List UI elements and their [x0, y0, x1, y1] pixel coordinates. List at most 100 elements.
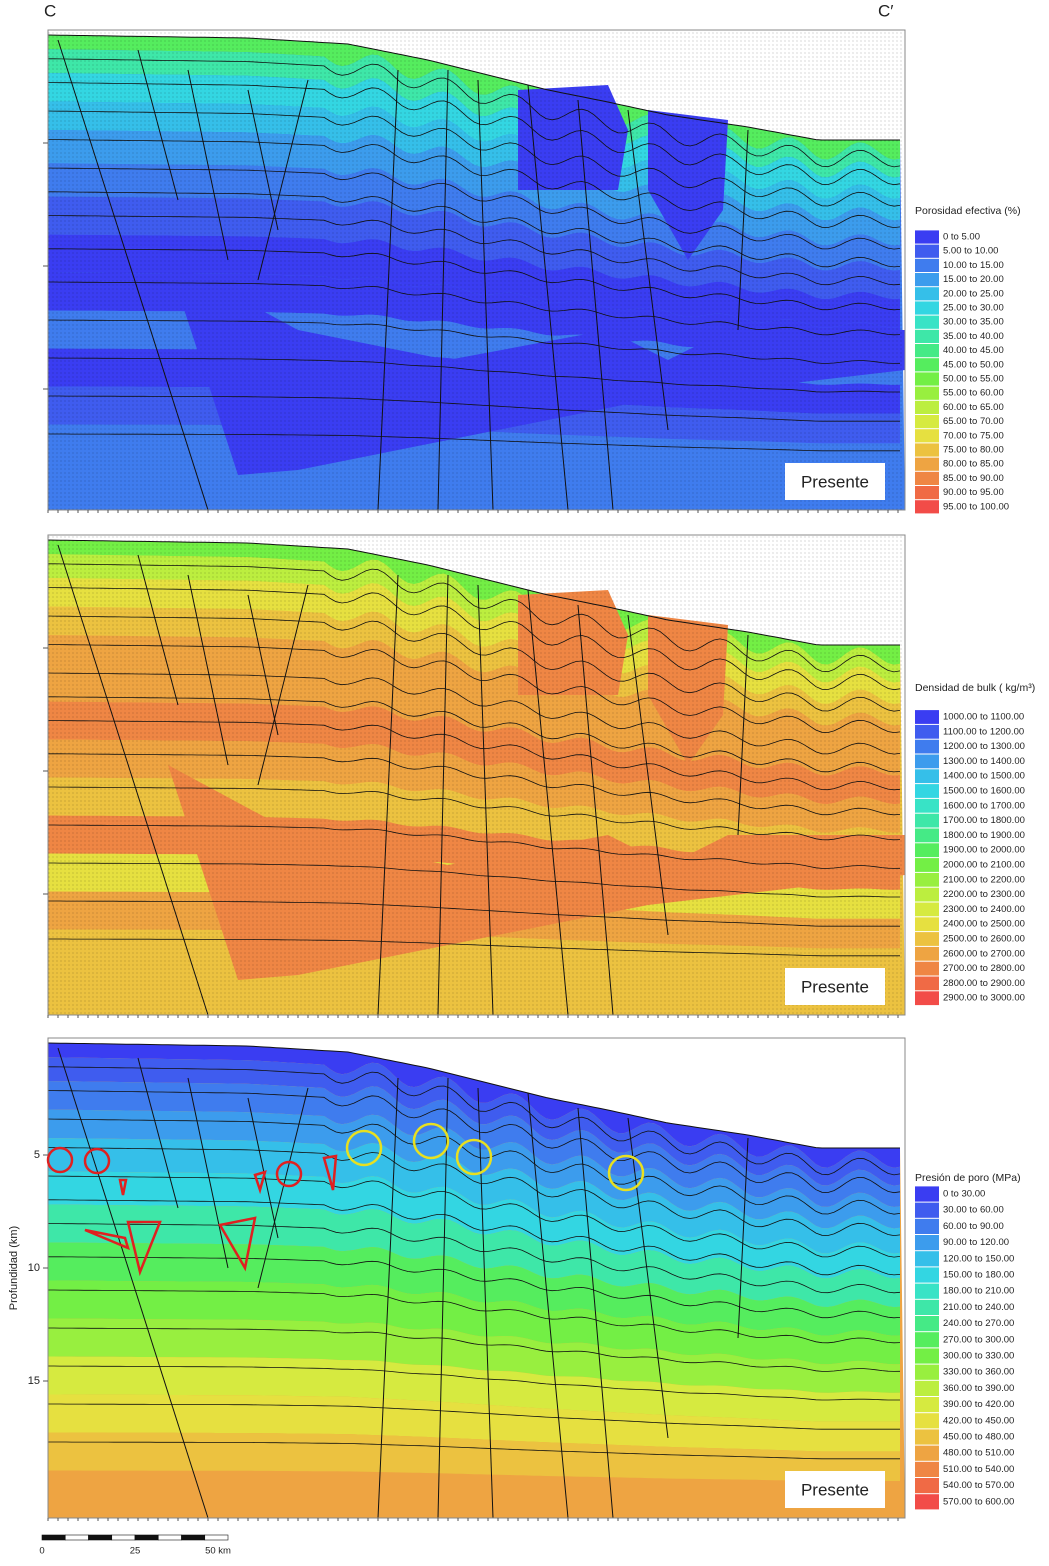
- legend-label: 2800.00 to 2900.00: [943, 978, 1025, 989]
- legend-label: 240.00 to 270.00: [943, 1318, 1014, 1329]
- legend-swatch: [915, 1235, 939, 1251]
- legend-label: 10.00 to 15.00: [943, 260, 1004, 271]
- stamp-label: Presente: [801, 977, 869, 996]
- legend-swatch: [915, 917, 939, 932]
- legend-label: 50.00 to 55.00: [943, 374, 1004, 385]
- legend-swatch: [915, 372, 939, 386]
- panel-frame: [47, 29, 906, 511]
- legend-label: 70.00 to 75.00: [943, 430, 1004, 441]
- legend-label: 25.00 to 30.00: [943, 303, 1004, 314]
- legend-swatch: [915, 1445, 939, 1461]
- strata-band: [48, 1356, 900, 1422]
- scale-segment: [181, 1534, 206, 1541]
- legend-label: 1100.00 to 1200.00: [943, 726, 1024, 737]
- legend-label: 2600.00 to 2700.00: [943, 948, 1025, 959]
- depth-tick-label: 5: [34, 1149, 40, 1161]
- legend-swatch: [915, 1364, 939, 1380]
- legend-swatch: [915, 710, 939, 724]
- legend-swatch: [915, 872, 939, 887]
- fault-line: [477, 1087, 494, 1518]
- fault-line: [137, 1057, 179, 1209]
- legend-swatch: [915, 1218, 939, 1234]
- horizon-line: [48, 1118, 901, 1215]
- legend-label: 450.00 to 480.00: [943, 1432, 1014, 1443]
- legend-label: 1500.00 to 1600.00: [943, 786, 1025, 797]
- legend-swatch: [915, 813, 939, 828]
- strata-band: [48, 1171, 900, 1279]
- legend-swatch: [915, 258, 939, 272]
- legend-swatch: [915, 1494, 939, 1510]
- strata-band: [48, 1081, 900, 1207]
- legend-swatch: [915, 843, 939, 858]
- legend-swatch: [915, 724, 939, 739]
- annotation-marker: [275, 1160, 303, 1188]
- annotation-marker: [83, 1147, 111, 1175]
- horizon-line: [48, 1365, 900, 1401]
- fault-line: [737, 1137, 749, 1339]
- scale-label: 25: [130, 1546, 141, 1557]
- legend-label: 90.00 to 95.00: [943, 487, 1004, 498]
- horizon-line: [48, 1090, 901, 1194]
- legend-label: 480.00 to 510.00: [943, 1448, 1014, 1459]
- scale-segment: [134, 1534, 159, 1541]
- legend-swatch: [915, 287, 939, 301]
- legend-label: 30.00 to 60.00: [943, 1205, 1004, 1216]
- strata-band: [48, 1204, 900, 1308]
- legend-swatch: [915, 486, 939, 500]
- legend-label: 1300.00 to 1400.00: [943, 756, 1025, 767]
- legend-label: 1700.00 to 1800.00: [943, 815, 1025, 826]
- legend-swatch: [915, 500, 939, 514]
- stamp-box: [785, 1471, 885, 1508]
- legend-label: 65.00 to 70.00: [943, 416, 1004, 427]
- legend-swatch: [915, 991, 939, 1006]
- legend-swatch: [915, 471, 939, 485]
- annotation-marker: [118, 1178, 128, 1196]
- legend-swatch: [915, 1316, 939, 1332]
- legend-label: 55.00 to 60.00: [943, 388, 1004, 399]
- fault-line: [57, 1047, 209, 1518]
- legend-swatch: [915, 329, 939, 343]
- scale-segment: [157, 1534, 182, 1541]
- legend-label: 1600.00 to 1700.00: [943, 800, 1025, 811]
- legend-swatch: [915, 244, 939, 258]
- legend-label: 360.00 to 390.00: [943, 1383, 1014, 1394]
- legend-swatch: [915, 1429, 939, 1445]
- legend-swatch: [915, 358, 939, 372]
- scale-segment: [111, 1534, 136, 1541]
- annotation-marker: [607, 1154, 645, 1192]
- legend-swatch: [915, 1299, 939, 1315]
- section-panel: [48, 535, 905, 1015]
- legend-label: 0 to 30.00: [943, 1189, 985, 1200]
- legend-label: 2100.00 to 2200.00: [943, 874, 1025, 885]
- strata-band: [48, 1432, 900, 1481]
- horizon-line: [48, 1066, 901, 1176]
- legend-label: 1000.00 to 1100.00: [943, 712, 1024, 723]
- legend-label: 150.00 to 180.00: [943, 1270, 1014, 1281]
- legend-swatch: [915, 1332, 939, 1348]
- legend-label: 2900.00 to 3000.00: [943, 993, 1025, 1004]
- legend-label: 570.00 to 600.00: [943, 1496, 1014, 1507]
- legend-swatch: [915, 739, 939, 754]
- legend-label: 330.00 to 360.00: [943, 1367, 1014, 1378]
- strata-band: [48, 1394, 900, 1452]
- legend-swatch: [915, 273, 939, 287]
- legend-swatch: [915, 932, 939, 946]
- legend-swatch: [915, 887, 939, 902]
- legend-swatch: [915, 754, 939, 769]
- panel-frame: [47, 534, 906, 1016]
- legend-swatch: [915, 784, 939, 798]
- section-end: C′: [878, 1, 893, 20]
- legend-swatch: [915, 902, 939, 917]
- legend-label: 95.00 to 100.00: [943, 501, 1009, 512]
- horizon-line: [48, 1147, 901, 1237]
- legend-swatch: [915, 230, 939, 244]
- legend-swatch: [915, 301, 939, 315]
- horizon-line: [48, 1223, 901, 1294]
- legend-label: 40.00 to 45.00: [943, 345, 1004, 356]
- legend-swatch: [915, 1202, 939, 1218]
- legend-swatch: [915, 400, 939, 414]
- scale-segment: [64, 1534, 89, 1541]
- legend-label: 35.00 to 40.00: [943, 331, 1004, 342]
- horizon-line: [48, 1327, 901, 1372]
